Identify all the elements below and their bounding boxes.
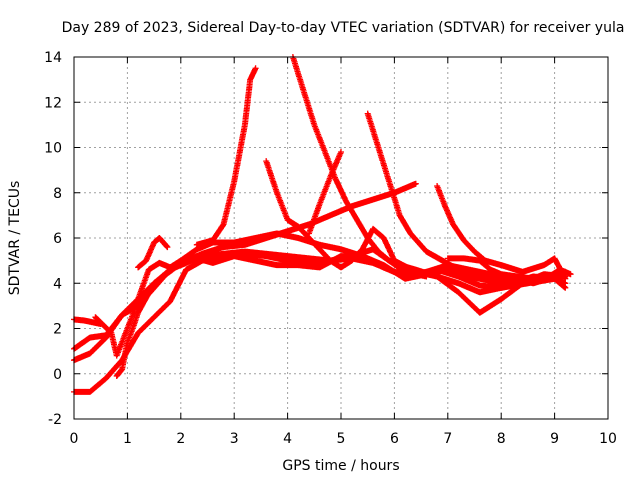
series-markers — [434, 183, 569, 282]
x-tick-label: 8 — [497, 431, 506, 447]
x-tick-label: 4 — [283, 431, 292, 447]
x-tick-label: 10 — [599, 431, 617, 447]
series-arc-13 — [434, 183, 569, 282]
series-markers — [135, 235, 171, 271]
y-tick-label: 0 — [53, 367, 62, 383]
y-tick-label: -2 — [48, 412, 62, 428]
x-tick-label: 7 — [443, 431, 452, 447]
series-arc-14 — [444, 255, 574, 282]
series-markers — [71, 180, 419, 352]
series-arc-7 — [135, 235, 171, 271]
series-markers — [92, 230, 569, 359]
y-tick-label: 6 — [53, 231, 62, 247]
series-arc-11 — [306, 149, 344, 237]
y-tick-label: 8 — [53, 186, 62, 202]
x-tick-label: 0 — [70, 431, 79, 447]
y-tick-label: 12 — [44, 95, 62, 111]
series-markers — [193, 65, 259, 248]
y-tick-label: 4 — [53, 276, 62, 292]
x-tick-label: 5 — [337, 431, 346, 447]
x-tick-label: 3 — [230, 431, 239, 447]
x-tick-label: 6 — [390, 431, 399, 447]
y-tick-label: 2 — [53, 322, 62, 338]
x-axis-label: GPS time / hours — [282, 458, 399, 474]
series-arc-2 — [71, 180, 419, 352]
series-markers — [444, 255, 574, 282]
y-tick-label: 14 — [44, 50, 62, 66]
grid-lines — [74, 57, 608, 419]
series-arc-5 — [92, 230, 569, 359]
series-markers — [306, 149, 344, 237]
y-axis-label: SDTVAR / TECUs — [7, 181, 23, 296]
x-tick-label: 1 — [123, 431, 132, 447]
x-tick-label: 9 — [550, 431, 559, 447]
data-series — [71, 54, 574, 395]
chart-title: Day 289 of 2023, Sidereal Day-to-day VTE… — [62, 20, 625, 36]
series-arc-8 — [193, 65, 259, 248]
y-tick-label: 10 — [44, 141, 62, 157]
x-tick-label: 2 — [176, 431, 185, 447]
